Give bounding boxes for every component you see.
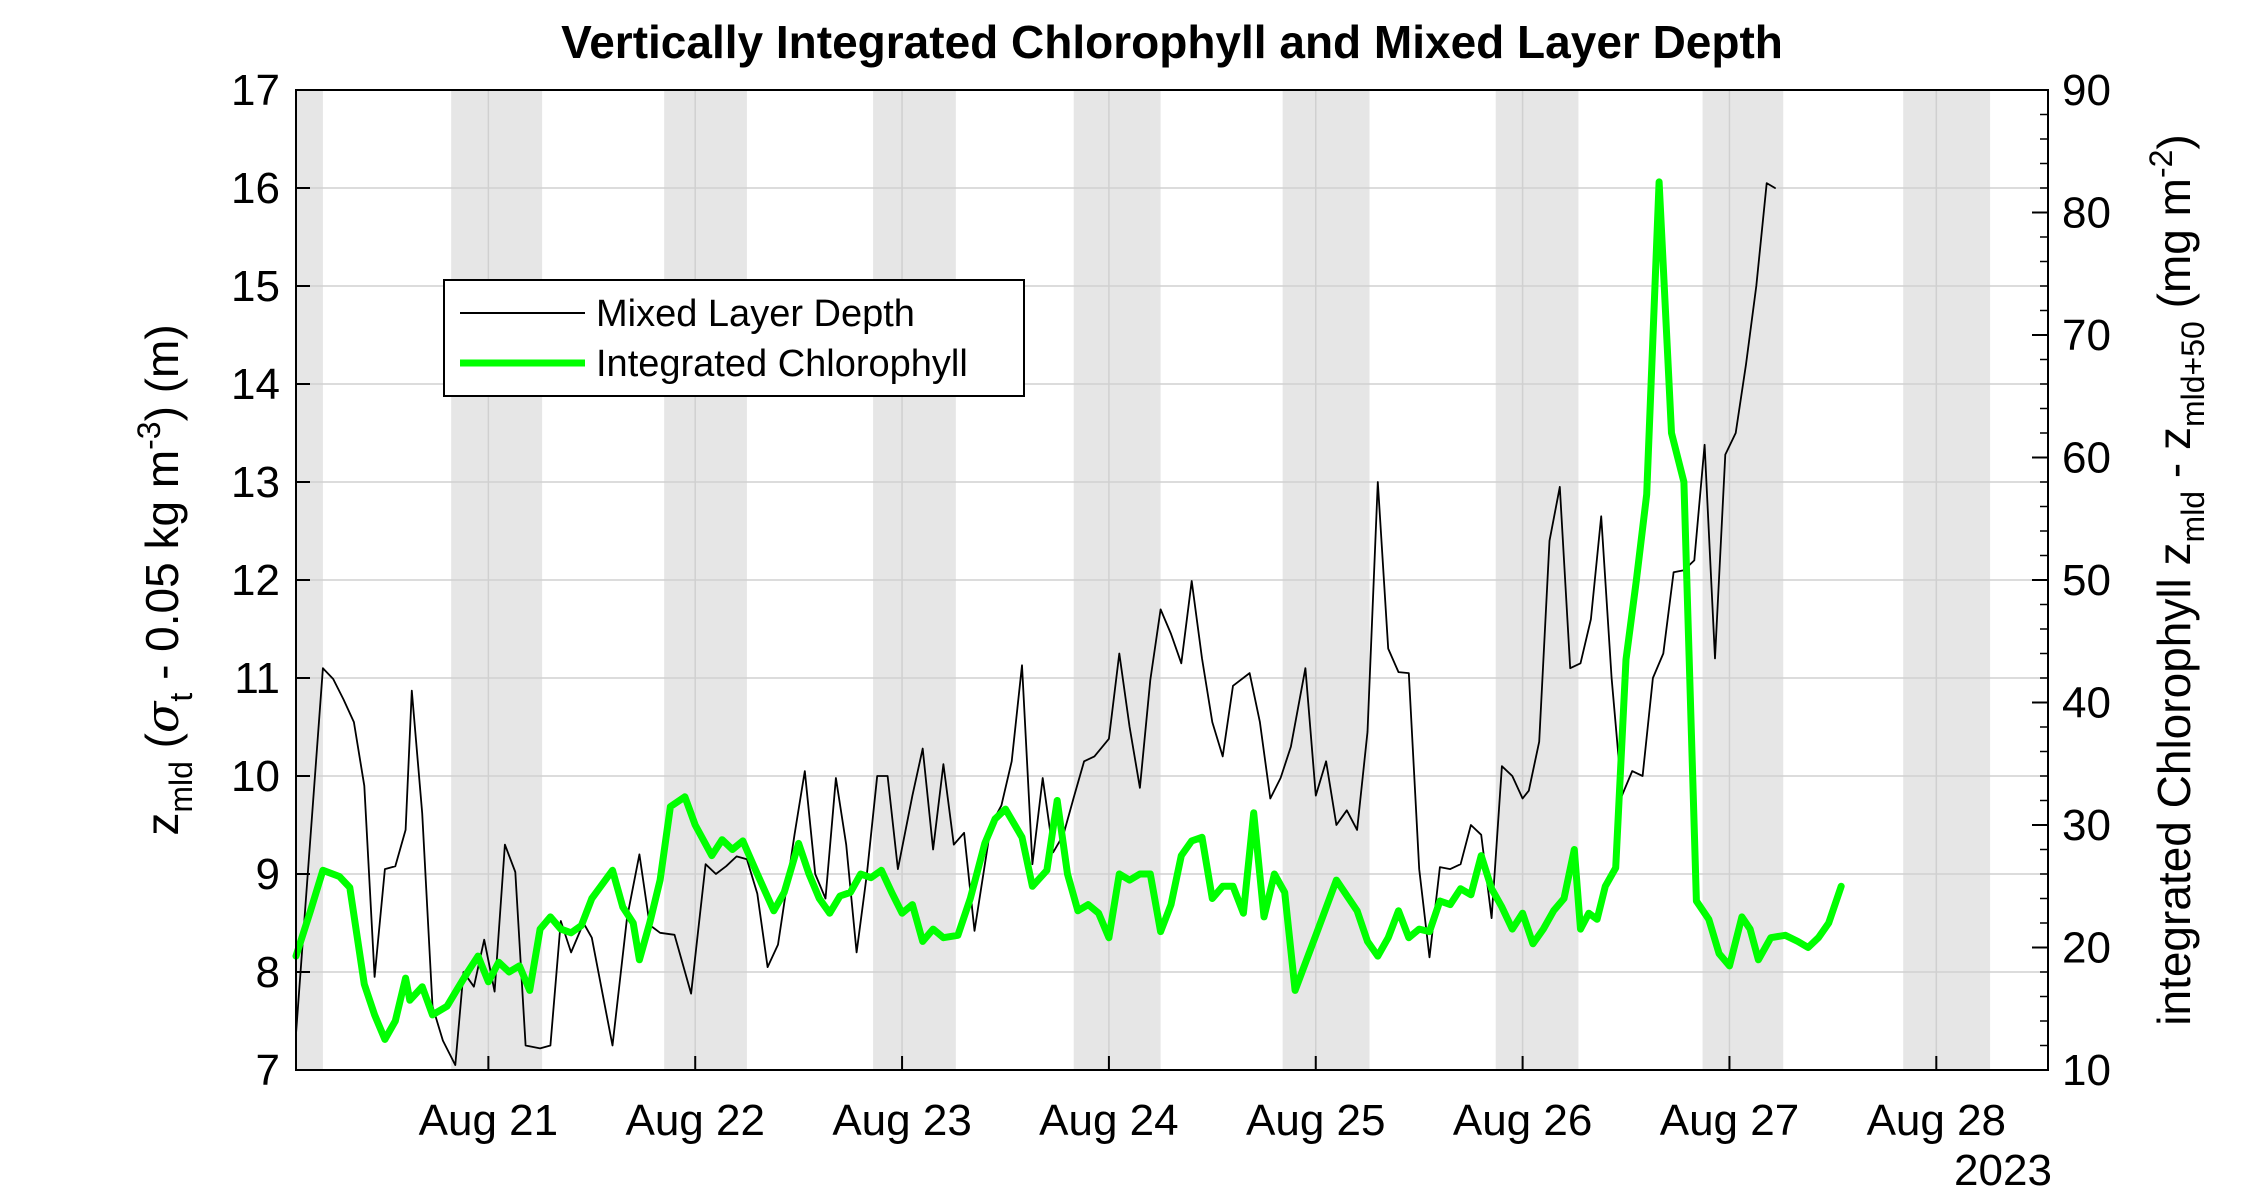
- legend-label-mld: Mixed Layer Depth: [596, 293, 915, 335]
- right-tick-label: 30: [2062, 801, 2111, 850]
- axis-ticks: 7 8 9 10 11 12 13 14 15 16 17 10 20 30 40 50 60 70 80 90 Aug…: [231, 66, 2111, 1145]
- legend-box: [443, 279, 1025, 397]
- right-tick-label: 40: [2062, 679, 2111, 728]
- x-tick-label: Aug 23: [832, 1096, 971, 1145]
- legend: Mixed Layer Depth Integrated Chlorophyll: [443, 279, 1025, 397]
- left-tick-label: 11: [234, 654, 280, 703]
- right-tick-label: 80: [2062, 189, 2111, 238]
- right-tick-label: 60: [2062, 434, 2111, 483]
- right-tick-label: 50: [2062, 556, 2111, 605]
- series-lines: [292, 178, 1845, 1066]
- chart-title: Vertically Integrated Chlorophyll and Mi…: [561, 16, 1783, 68]
- left-tick-label: 14: [231, 360, 280, 409]
- x-tick-label: Aug 24: [1039, 1096, 1178, 1145]
- left-tick-label: 8: [256, 948, 280, 997]
- left-tick-label: 10: [231, 752, 280, 801]
- left-tick-label: 7: [256, 1046, 280, 1095]
- series-line-integrated-chlorophyll: [292, 178, 1845, 1043]
- legend-label-chlorophyll: Integrated Chlorophyll: [596, 343, 968, 385]
- left-tick-label: 13: [231, 458, 280, 507]
- x-tick-label: Aug 25: [1246, 1096, 1385, 1145]
- right-tick-label: 90: [2062, 66, 2111, 115]
- right-tick-label: 10: [2062, 1046, 2111, 1095]
- left-tick-label: 15: [231, 262, 280, 311]
- x-tick-label: Aug 21: [419, 1096, 558, 1145]
- x-tick-label: Aug 28: [1867, 1096, 2006, 1145]
- x-year-label: 2023: [1954, 1146, 2052, 1195]
- right-tick-label: 70: [2062, 311, 2111, 360]
- x-tick-label: Aug 22: [625, 1096, 764, 1145]
- left-axis-label: zmld (σt - 0.05 kg m-3) (m): [131, 324, 199, 835]
- left-tick-label: 17: [231, 66, 280, 115]
- x-tick-label: Aug 27: [1660, 1096, 1799, 1145]
- left-tick-label: 12: [231, 556, 280, 605]
- left-tick-label: 9: [256, 850, 280, 899]
- x-tick-label: Aug 26: [1453, 1096, 1592, 1145]
- left-tick-label: 16: [231, 164, 280, 213]
- right-axis-label: integrated Chlorophyll zmld - zmld+50 (m…: [2143, 134, 2211, 1025]
- right-tick-label: 20: [2062, 924, 2111, 973]
